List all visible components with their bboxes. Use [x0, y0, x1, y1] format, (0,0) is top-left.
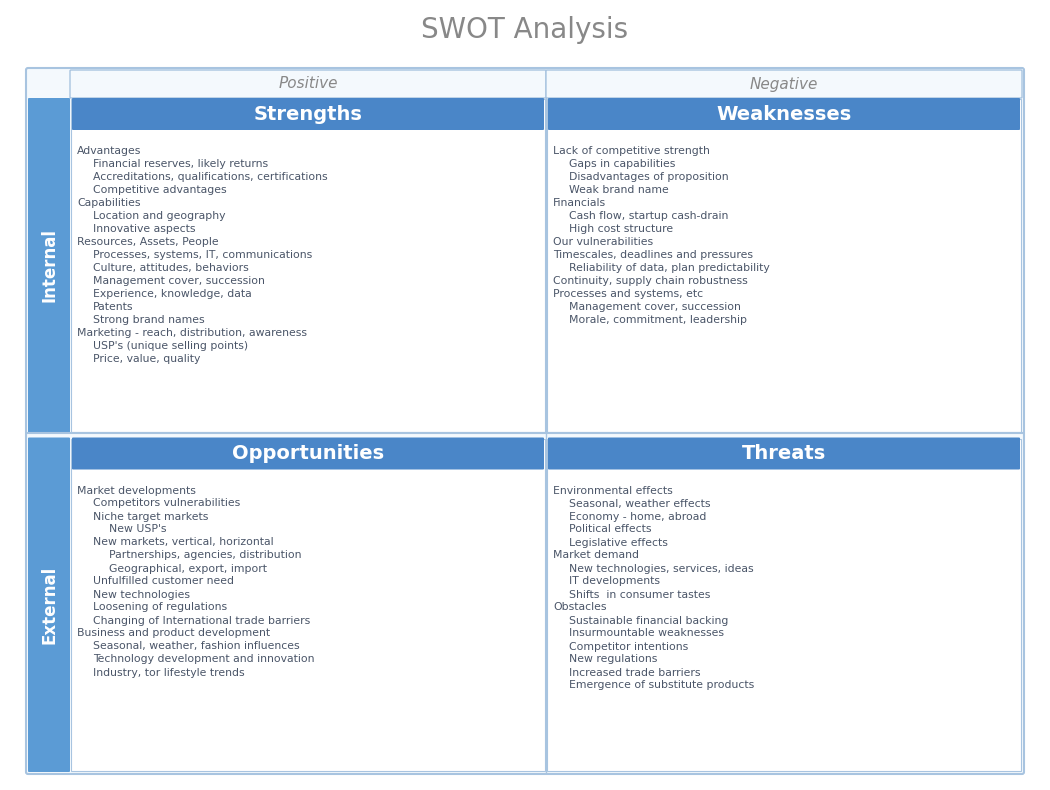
Text: Experience, knowledge, data: Experience, knowledge, data: [93, 289, 252, 299]
Text: Increased trade barriers: Increased trade barriers: [569, 668, 700, 678]
Text: Market demand: Market demand: [553, 551, 639, 560]
Text: Shifts  in consumer tastes: Shifts in consumer tastes: [569, 589, 711, 600]
Text: Timescales, deadlines and pressures: Timescales, deadlines and pressures: [553, 250, 753, 260]
Text: New technologies: New technologies: [93, 589, 190, 600]
Text: Morale, commitment, leadership: Morale, commitment, leadership: [569, 315, 747, 325]
Bar: [71, 438, 545, 771]
Text: Competitive advantages: Competitive advantages: [93, 185, 227, 195]
Text: Financials: Financials: [553, 198, 606, 208]
Text: Negative: Negative: [750, 77, 818, 92]
Text: New technologies, services, ideas: New technologies, services, ideas: [569, 563, 754, 574]
Text: Opportunities: Opportunities: [232, 444, 384, 463]
FancyBboxPatch shape: [546, 70, 1022, 98]
Text: Patents: Patents: [93, 302, 133, 312]
Text: Seasonal, weather effects: Seasonal, weather effects: [569, 498, 711, 509]
Text: Continuity, supply chain robustness: Continuity, supply chain robustness: [553, 276, 748, 286]
Text: Strong brand names: Strong brand names: [93, 315, 205, 325]
Text: External: External: [40, 566, 58, 644]
Text: Disadvantages of proposition: Disadvantages of proposition: [569, 172, 729, 182]
Text: SWOT Analysis: SWOT Analysis: [421, 16, 629, 44]
Text: Processes and systems, etc: Processes and systems, etc: [553, 289, 704, 299]
Text: Geographical, export, import: Geographical, export, import: [109, 563, 267, 574]
Text: Processes, systems, IT, communications: Processes, systems, IT, communications: [93, 250, 312, 260]
Text: Loosening of regulations: Loosening of regulations: [93, 603, 227, 612]
FancyBboxPatch shape: [26, 68, 1024, 774]
Text: Price, value, quality: Price, value, quality: [93, 354, 201, 364]
FancyBboxPatch shape: [70, 70, 546, 98]
FancyBboxPatch shape: [548, 438, 1020, 469]
Text: Innovative aspects: Innovative aspects: [93, 224, 195, 234]
Bar: [547, 438, 1021, 771]
Text: Management cover, succession: Management cover, succession: [569, 302, 741, 312]
Text: Advantages: Advantages: [77, 146, 142, 156]
Text: Seasonal, weather, fashion influences: Seasonal, weather, fashion influences: [93, 641, 299, 652]
FancyBboxPatch shape: [548, 98, 1020, 130]
Text: Gaps in capabilities: Gaps in capabilities: [569, 159, 675, 169]
Text: Market developments: Market developments: [77, 486, 196, 495]
FancyBboxPatch shape: [28, 98, 70, 432]
Text: Reliability of data, plan predictability: Reliability of data, plan predictability: [569, 263, 770, 273]
Bar: [547, 99, 1021, 431]
Text: Changing of International trade barriers: Changing of International trade barriers: [93, 615, 310, 626]
FancyBboxPatch shape: [72, 438, 544, 469]
Text: High cost structure: High cost structure: [569, 224, 673, 234]
Text: New markets, vertical, horizontal: New markets, vertical, horizontal: [93, 537, 274, 547]
Text: Economy - home, abroad: Economy - home, abroad: [569, 511, 707, 521]
Text: Threats: Threats: [742, 444, 826, 463]
Text: Industry, tor lifestyle trends: Industry, tor lifestyle trends: [93, 668, 245, 678]
Bar: [71, 99, 545, 431]
Text: Capabilities: Capabilities: [77, 198, 141, 208]
Text: Location and geography: Location and geography: [93, 211, 226, 221]
Text: Weaknesses: Weaknesses: [716, 104, 852, 123]
Text: Financial reserves, likely returns: Financial reserves, likely returns: [93, 159, 268, 169]
Text: Competitors vulnerabilities: Competitors vulnerabilities: [93, 498, 240, 509]
FancyBboxPatch shape: [72, 98, 544, 130]
Text: Positive: Positive: [278, 77, 338, 92]
Text: Culture, attitudes, behaviors: Culture, attitudes, behaviors: [93, 263, 249, 273]
Text: Management cover, succession: Management cover, succession: [93, 276, 265, 286]
Text: Obstacles: Obstacles: [553, 603, 607, 612]
Text: Environmental effects: Environmental effects: [553, 486, 673, 495]
Text: Competitor intentions: Competitor intentions: [569, 641, 688, 652]
Text: Niche target markets: Niche target markets: [93, 511, 208, 521]
Text: Legislative effects: Legislative effects: [569, 537, 668, 547]
Text: Internal: Internal: [40, 228, 58, 303]
Text: Lack of competitive strength: Lack of competitive strength: [553, 146, 710, 156]
Text: Insurmountable weaknesses: Insurmountable weaknesses: [569, 629, 724, 638]
Text: Technology development and innovation: Technology development and innovation: [93, 654, 315, 664]
Text: Partnerships, agencies, distribution: Partnerships, agencies, distribution: [109, 551, 301, 560]
FancyBboxPatch shape: [28, 438, 70, 772]
Text: Sustainable financial backing: Sustainable financial backing: [569, 615, 729, 626]
Text: Our vulnerabilities: Our vulnerabilities: [553, 237, 653, 247]
Text: IT developments: IT developments: [569, 577, 660, 586]
Text: New regulations: New regulations: [569, 654, 657, 664]
Text: New USP's: New USP's: [109, 525, 167, 535]
Text: Political effects: Political effects: [569, 525, 651, 535]
Text: Cash flow, startup cash-drain: Cash flow, startup cash-drain: [569, 211, 729, 221]
Text: Accreditations, qualifications, certifications: Accreditations, qualifications, certific…: [93, 172, 328, 182]
Text: Unfulfilled customer need: Unfulfilled customer need: [93, 577, 234, 586]
Text: USP's (unique selling points): USP's (unique selling points): [93, 341, 248, 351]
Text: Weak brand name: Weak brand name: [569, 185, 669, 195]
Text: Emergence of substitute products: Emergence of substitute products: [569, 680, 754, 690]
Text: Marketing - reach, distribution, awareness: Marketing - reach, distribution, awarene…: [77, 328, 307, 338]
Text: Business and product development: Business and product development: [77, 629, 270, 638]
Text: Strengths: Strengths: [253, 104, 362, 123]
Text: Resources, Assets, People: Resources, Assets, People: [77, 237, 218, 247]
